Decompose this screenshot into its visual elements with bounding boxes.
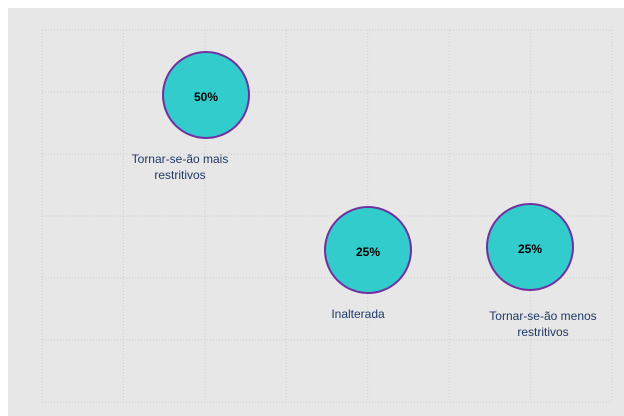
bubble	[486, 203, 574, 291]
category-label: Tornar-se-ão menos restritivos	[489, 309, 597, 339]
grid	[41, 29, 613, 403]
value-label: 25%	[518, 242, 542, 256]
bubble	[324, 206, 412, 294]
category-label: Tornar-se-ão mais restritivos	[131, 152, 229, 182]
value-label: 50%	[194, 90, 218, 104]
value-label: 25%	[356, 245, 380, 259]
bubble	[162, 51, 250, 139]
category-label: Inalterada	[331, 307, 385, 321]
